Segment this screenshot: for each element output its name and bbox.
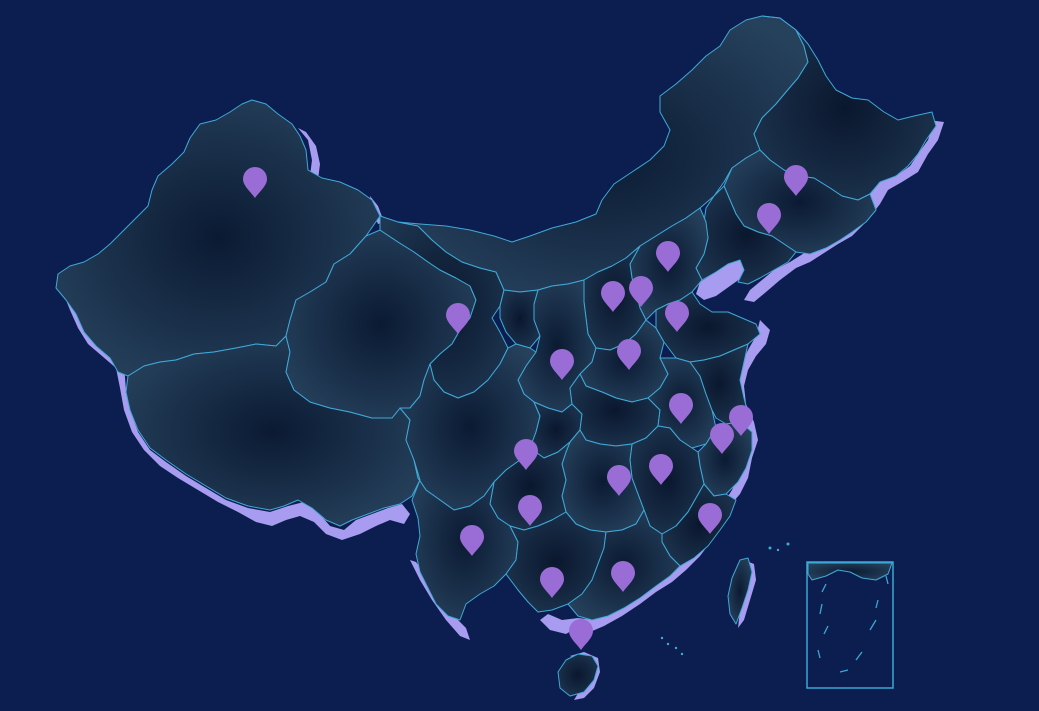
- map-pin-body: [629, 276, 653, 307]
- map-pin-body: [710, 423, 734, 454]
- map-pin-body: [656, 241, 680, 272]
- map-pin-icon[interactable]: [665, 301, 689, 332]
- map-pin-icon[interactable]: [514, 439, 538, 470]
- map-pin-body: [460, 525, 484, 556]
- map-pin-icon[interactable]: [460, 525, 484, 556]
- map-pin-body: [698, 503, 722, 534]
- map-pin-body: [518, 495, 542, 526]
- map-pin-icon[interactable]: [550, 349, 574, 380]
- provinces: [55, 15, 937, 697]
- south-china-sea-inset: [806, 561, 894, 689]
- map-pin-icon[interactable]: [518, 495, 542, 526]
- map-pin-icon[interactable]: [649, 454, 673, 485]
- map-pin-body: [784, 165, 808, 196]
- map-pin-body: [540, 567, 564, 598]
- map-pin-body: [729, 405, 753, 436]
- map-pin-body: [757, 203, 781, 234]
- map-pin-body: [617, 339, 641, 370]
- map-pin-icon[interactable]: [669, 393, 693, 424]
- inset-frame: [806, 561, 894, 689]
- map-pin-body: [669, 393, 693, 424]
- map-pin-body: [446, 303, 470, 334]
- map-pin-icon[interactable]: [629, 276, 653, 307]
- map-pin-body: [569, 619, 593, 650]
- map-pin-icon[interactable]: [729, 405, 753, 436]
- map-pin-body: [649, 454, 673, 485]
- map-pin-icon[interactable]: [710, 423, 734, 454]
- map-pin-icon[interactable]: [784, 165, 808, 196]
- markers: [243, 165, 808, 650]
- map-pin-icon[interactable]: [243, 167, 267, 198]
- province-hainan[interactable]: [557, 653, 599, 697]
- map-pin-body: [514, 439, 538, 470]
- province-heilongjiang[interactable]: [753, 15, 937, 201]
- map-pin-icon[interactable]: [607, 465, 631, 496]
- province-jiangsu[interactable]: [689, 343, 749, 425]
- map-pin-icon[interactable]: [656, 241, 680, 272]
- map-pin-body: [601, 281, 625, 312]
- map-pin-icon[interactable]: [601, 281, 625, 312]
- map-pin-icon[interactable]: [540, 567, 564, 598]
- map-pin-icon[interactable]: [698, 503, 722, 534]
- province-ningxia[interactable]: [499, 289, 541, 349]
- map-pin-body: [243, 167, 267, 198]
- map-pin-icon[interactable]: [611, 561, 635, 592]
- map-pin-body: [607, 465, 631, 496]
- province-fujian[interactable]: [661, 483, 737, 567]
- province-taiwan[interactable]: [727, 557, 753, 625]
- islands: [660, 542, 790, 656]
- map-pin-icon[interactable]: [446, 303, 470, 334]
- map-pin-icon[interactable]: [617, 339, 641, 370]
- map-pin-body: [611, 561, 635, 592]
- map-pin-body: [550, 349, 574, 380]
- map-pin-icon[interactable]: [757, 203, 781, 234]
- map-pin-body: [665, 301, 689, 332]
- map-pin-icon[interactable]: [569, 619, 593, 650]
- province-hunan[interactable]: [561, 429, 645, 533]
